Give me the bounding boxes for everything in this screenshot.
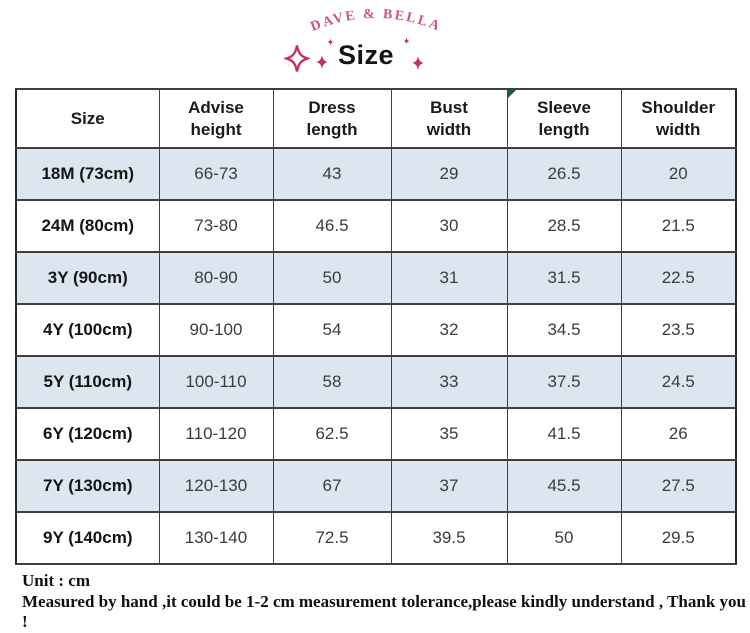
column-header-advise-height: Advise height bbox=[158, 88, 274, 149]
dress-length-value: 50 bbox=[272, 251, 392, 305]
column-header-bust-width: Bust width bbox=[390, 88, 508, 149]
bust-width-value: 32 bbox=[390, 303, 508, 357]
table-row-3y: 3Y (90cm) 80-90 50 31 31.5 22.5 bbox=[15, 251, 737, 305]
sleeve-length-value: 37.5 bbox=[506, 355, 622, 409]
table-row-4y: 4Y (100cm) 90-100 54 32 34.5 23.5 bbox=[15, 303, 737, 357]
size-label: 5Y (110cm) bbox=[15, 355, 160, 409]
sleeve-length-value: 41.5 bbox=[506, 407, 622, 461]
cell-error-marker-icon bbox=[507, 90, 516, 98]
sleeve-length-value: 34.5 bbox=[506, 303, 622, 357]
shoulder-width-value: 20 bbox=[620, 147, 737, 201]
brand-header: DAVE & BELLA Size bbox=[0, 0, 750, 88]
svg-text:DAVE & BELLA: DAVE & BELLA bbox=[309, 7, 444, 35]
column-header-label: Advise height bbox=[188, 98, 244, 139]
size-label: 4Y (100cm) bbox=[15, 303, 160, 357]
column-header-dress-length: Dress length bbox=[272, 88, 392, 149]
header-row: Size Advise height Dress length Bust wid… bbox=[15, 88, 737, 149]
size-label: 9Y (140cm) bbox=[15, 511, 160, 565]
shoulder-width-value: 27.5 bbox=[620, 459, 737, 513]
advise-height-value: 100-110 bbox=[158, 355, 274, 409]
table-row-9y: 9Y (140cm) 130-140 72.5 39.5 50 29.5 bbox=[15, 511, 737, 565]
sparkle-filled-icon bbox=[315, 54, 329, 70]
dress-length-value: 67 bbox=[272, 459, 392, 513]
advise-height-value: 110-120 bbox=[158, 407, 274, 461]
bust-width-value: 37 bbox=[390, 459, 508, 513]
size-table: Size Advise height Dress length Bust wid… bbox=[15, 88, 737, 565]
sparkle-filled-icon bbox=[411, 55, 425, 71]
advise-height-value: 90-100 bbox=[158, 303, 274, 357]
footer-notes: Unit : cm Measured by hand ,it could be … bbox=[22, 571, 750, 633]
sparkle-dot-icon bbox=[327, 38, 334, 46]
table-row-7y: 7Y (130cm) 120-130 67 37 45.5 27.5 bbox=[15, 459, 737, 513]
column-header-label: Size bbox=[70, 108, 105, 128]
bust-width-value: 35 bbox=[390, 407, 508, 461]
column-header-size: Size bbox=[15, 88, 160, 149]
column-header-label: Dress length bbox=[306, 98, 358, 139]
shoulder-width-value: 21.5 bbox=[620, 199, 737, 253]
column-header-label: Bust width bbox=[426, 98, 472, 139]
advise-height-value: 130-140 bbox=[158, 511, 274, 565]
column-header-label: Shoulder width bbox=[641, 98, 716, 139]
table-row-6y: 6Y (120cm) 110-120 62.5 35 41.5 26 bbox=[15, 407, 737, 461]
dress-length-value: 43 bbox=[272, 147, 392, 201]
column-header-label: Sleeve length bbox=[537, 98, 591, 139]
sleeve-length-value: 45.5 bbox=[506, 459, 622, 513]
bust-width-value: 39.5 bbox=[390, 511, 508, 565]
brand-arc-text: DAVE & BELLA bbox=[309, 7, 444, 35]
sparkle-dot-icon bbox=[403, 37, 410, 45]
dress-length-value: 62.5 bbox=[272, 407, 392, 461]
page-title: Size bbox=[338, 40, 395, 70]
size-label: 7Y (130cm) bbox=[15, 459, 160, 513]
table-row-24m: 24M (80cm) 73-80 46.5 30 28.5 21.5 bbox=[15, 199, 737, 253]
shoulder-width-value: 26 bbox=[620, 407, 737, 461]
shoulder-width-value: 29.5 bbox=[620, 511, 737, 565]
size-label: 18M (73cm) bbox=[15, 147, 160, 201]
sparkle-outline-icon bbox=[284, 44, 310, 73]
table-row-18m: 18M (73cm) 66-73 43 29 26.5 20 bbox=[15, 147, 737, 201]
sleeve-length-value: 31.5 bbox=[506, 251, 622, 305]
sleeve-length-value: 26.5 bbox=[506, 147, 622, 201]
sleeve-length-value: 28.5 bbox=[506, 199, 622, 253]
shoulder-width-value: 22.5 bbox=[620, 251, 737, 305]
tolerance-note: Measured by hand ,it could be 1-2 cm mea… bbox=[22, 591, 746, 632]
shoulder-width-value: 23.5 bbox=[620, 303, 737, 357]
advise-height-value: 80-90 bbox=[158, 251, 274, 305]
dress-length-value: 54 bbox=[272, 303, 392, 357]
size-label: 24M (80cm) bbox=[15, 199, 160, 253]
unit-note: Unit : cm bbox=[22, 571, 90, 590]
bust-width-value: 33 bbox=[390, 355, 508, 409]
advise-height-value: 66-73 bbox=[158, 147, 274, 201]
dress-length-value: 46.5 bbox=[272, 199, 392, 253]
advise-height-value: 120-130 bbox=[158, 459, 274, 513]
size-label: 3Y (90cm) bbox=[15, 251, 160, 305]
bust-width-value: 29 bbox=[390, 147, 508, 201]
sleeve-length-value: 50 bbox=[506, 511, 622, 565]
dress-length-value: 58 bbox=[272, 355, 392, 409]
bust-width-value: 30 bbox=[390, 199, 508, 253]
size-label: 6Y (120cm) bbox=[15, 407, 160, 461]
shoulder-width-value: 24.5 bbox=[620, 355, 737, 409]
bust-width-value: 31 bbox=[390, 251, 508, 305]
brand-name: DAVE & BELLA bbox=[309, 7, 442, 35]
dress-length-value: 72.5 bbox=[272, 511, 392, 565]
advise-height-value: 73-80 bbox=[158, 199, 274, 253]
column-header-shoulder-width: Shoulder width bbox=[620, 88, 737, 149]
table-row-5y: 5Y (110cm) 100-110 58 33 37.5 24.5 bbox=[15, 355, 737, 409]
column-header-sleeve-length: Sleeve length bbox=[506, 88, 622, 149]
